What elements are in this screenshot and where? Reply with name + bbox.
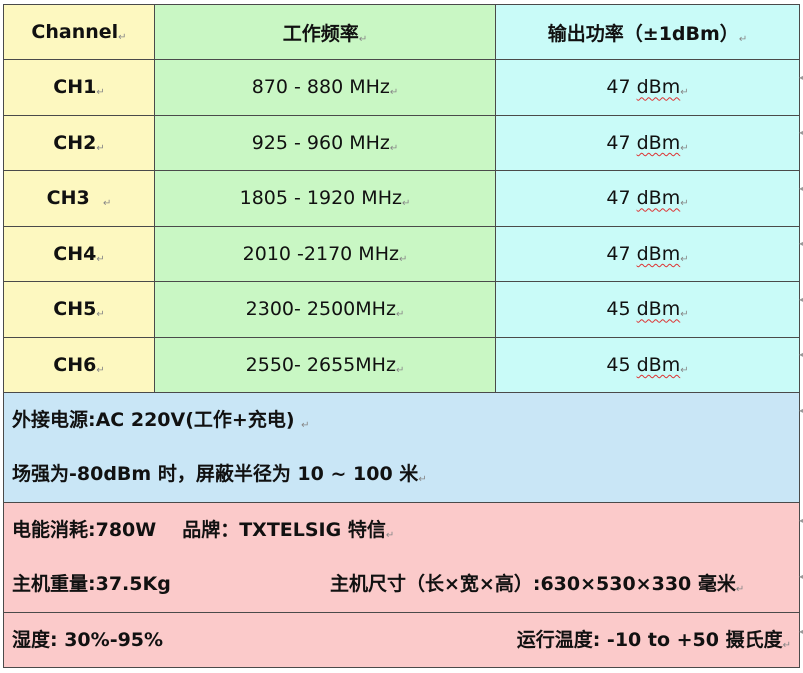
row-end-marker: ◂ [799,295,803,304]
device-specs-section: 电能消耗:780W 品牌：TXTELSIG 特信↵ 主机重量:37.5Kg 主机尺寸… [3,502,800,613]
power-cell: 47 dBm↵ [495,59,800,116]
consumption-brand-line: 电能消耗:780W 品牌：TXTELSIG 特信↵ [12,519,395,541]
channel-cell: CH1↵ [3,59,155,116]
row-end-marker: ◂ [799,627,803,636]
power-supply-line: 外接电源:AC 220V(工作+充电) ↵ [12,409,310,431]
power-cell: 47 dBm↵ [495,170,800,227]
table-row: CH1↵ 870 - 880 MHz↵ 47 dBm↵ [3,59,800,116]
power-cell: 45 dBm↵ [495,336,800,393]
row-end-marker: ◂ [799,572,803,581]
environment-cell: 湿度: 30%-95% 运行温度: -10 to +50 摄氏度↵ [3,612,800,668]
environment-line: 湿度: 30%-95% 运行温度: -10 to +50 摄氏度↵ [4,613,799,667]
row-end-marker: ◂ [799,516,803,525]
table-row: CH4↵ 2010 -2170 MHz↵ 47 dBm↵ [3,225,800,282]
dimensions-text: 主机尺寸（长×宽×高）:630×530×330 毫米↵ [330,573,745,595]
table-row: CH5↵ 2300- 2500MHz↵ 45 dBm↵ [3,281,800,338]
frequency-cell: 2300- 2500MHz↵ [154,281,496,338]
weight-dimensions-line: 主机重量:37.5Kg 主机尺寸（长×宽×高）:630×530×330 毫米↵ [4,557,799,611]
table-row: CH3 ↵ 1805 - 1920 MHz↵ 47 dBm↵ [3,170,800,227]
brand-text: 品牌：TXTELSIG 特信 [182,519,386,541]
consumption-text: 电能消耗:780W [12,519,157,541]
header-output-power: 输出功率（±1dBm）↵ [495,4,800,60]
channel-cell: CH5↵ [3,281,155,338]
environment-section: 湿度: 30%-95% 运行温度: -10 to +50 摄氏度↵ [3,612,800,668]
table-row: CH6↵ 2550- 2655MHz↵ 45 dBm↵ [3,336,800,393]
table-row: CH2↵ 925 - 960 MHz↵ 47 dBm↵ [3,114,800,171]
channel-cell: CH2↵ [3,114,155,171]
row-end-marker: ◂ [799,350,803,359]
frequency-cell: 2550- 2655MHz↵ [154,336,496,393]
channel-cell: CH4↵ [3,225,155,282]
frequency-cell: 925 - 960 MHz↵ [154,114,496,171]
shield-radius-line: 场强为-80dBm 时，屏蔽半径为 10 ~ 100 米↵ [12,463,427,485]
power-supply-cell: 外接电源:AC 220V(工作+充电) ↵ 场强为-80dBm 时，屏蔽半径为 … [3,392,800,503]
frequency-cell: 2010 -2170 MHz↵ [154,225,496,282]
power-cell: 47 dBm↵ [495,114,800,171]
table-header-row: Channel↵ 工作频率↵ 输出功率（±1dBm）↵ [3,4,800,60]
row-end-marker: ◂ [799,406,803,415]
channel-cell: CH3 ↵ [3,170,155,227]
operating-temp-text: 运行温度: -10 to +50 摄氏度↵ [516,629,791,651]
power-cell: 47 dBm↵ [495,225,800,282]
humidity-text: 湿度: 30%-95% [12,629,164,651]
power-cell: 45 dBm↵ [495,281,800,338]
frequency-cell: 870 - 880 MHz↵ [154,59,496,116]
power-supply-section: 外接电源:AC 220V(工作+充电) ↵ 场强为-80dBm 时，屏蔽半径为 … [3,392,800,503]
header-channel: Channel↵ [3,4,155,60]
header-frequency: 工作频率↵ [154,4,496,60]
row-end-marker: ◂ [799,128,803,137]
weight-text: 主机重量:37.5Kg [12,573,171,595]
spec-table: Channel↵ 工作频率↵ 输出功率（±1dBm）↵ CH1↵ 870 - 8… [3,4,800,668]
row-end-marker: ◂ [799,239,803,248]
frequency-cell: 1805 - 1920 MHz↵ [154,170,496,227]
channel-cell: CH6↵ [3,336,155,393]
row-end-marker: ◂ [799,184,803,193]
device-specs-cell: 电能消耗:780W 品牌：TXTELSIG 特信↵ 主机重量:37.5Kg 主机尺寸… [3,502,800,613]
row-end-marker: ◂ [799,73,803,82]
